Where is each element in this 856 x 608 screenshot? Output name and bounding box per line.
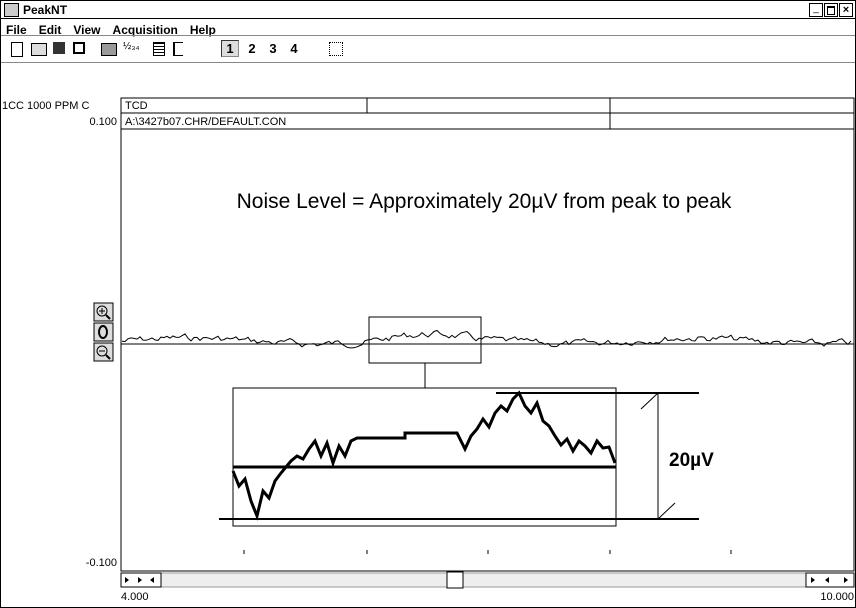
annotation: Noise Level = Approximately 20µV from pe…	[237, 190, 732, 213]
zoom-buttons[interactable]	[93, 302, 114, 362]
scrollbar[interactable]	[120, 571, 855, 589]
saveall-icon[interactable]	[73, 42, 85, 54]
x-end-label: 10.000	[820, 591, 854, 603]
chart-view: 1CC 1000 PPM C TCD 0.100 A:\3427b07.CHR/…	[2, 97, 855, 603]
inset-trace	[231, 390, 617, 521]
channel-button[interactable]: 4	[290, 41, 298, 56]
print-icon[interactable]	[101, 43, 117, 56]
scale-label: 20µV	[669, 450, 714, 471]
detector-label: TCD	[125, 100, 148, 112]
title-bar: PeakNT _ ×	[1, 1, 855, 19]
close-button[interactable]: ×	[839, 3, 853, 17]
menu-item[interactable]: Edit	[38, 23, 62, 37]
save-icon[interactable]	[53, 42, 65, 54]
window-title: PeakNT	[23, 3, 68, 17]
inset-frame	[232, 387, 617, 527]
span-arrowhead	[657, 502, 676, 520]
menu-item[interactable]: Help	[189, 23, 216, 37]
x-start-label: 4.000	[121, 591, 149, 603]
fraction-icon[interactable]: ½₃₄	[123, 41, 140, 52]
menu-bar: File Edit View Acquisition Help	[6, 21, 228, 39]
y-top-label: 0.100	[89, 116, 117, 128]
report-icon[interactable]	[173, 42, 183, 56]
span-arrowhead	[640, 392, 659, 410]
maximize-button[interactable]	[824, 3, 838, 17]
menu-item[interactable]: View	[73, 23, 101, 37]
noise-trace	[121, 329, 852, 349]
time-ticks	[243, 550, 732, 554]
new-icon[interactable]	[11, 42, 23, 57]
menu-item[interactable]: File	[6, 23, 27, 37]
minimize-button[interactable]: _	[809, 3, 823, 17]
channel-button[interactable]: 2	[248, 41, 256, 56]
channel-button[interactable]: 3	[269, 41, 277, 56]
sample-label: 1CC 1000 PPM C	[2, 100, 89, 112]
zoom-reset-icon[interactable]	[329, 42, 343, 56]
channel-button[interactable]: 1	[221, 40, 239, 57]
file-label: A:\3427b07.CHR/DEFAULT.CON	[125, 116, 286, 128]
list-icon[interactable]	[153, 42, 165, 56]
y-bottom-label: -0.100	[86, 557, 117, 569]
menu-item[interactable]: Acquisition	[112, 23, 178, 37]
open-icon[interactable]	[31, 43, 47, 56]
app-icon	[4, 3, 19, 17]
